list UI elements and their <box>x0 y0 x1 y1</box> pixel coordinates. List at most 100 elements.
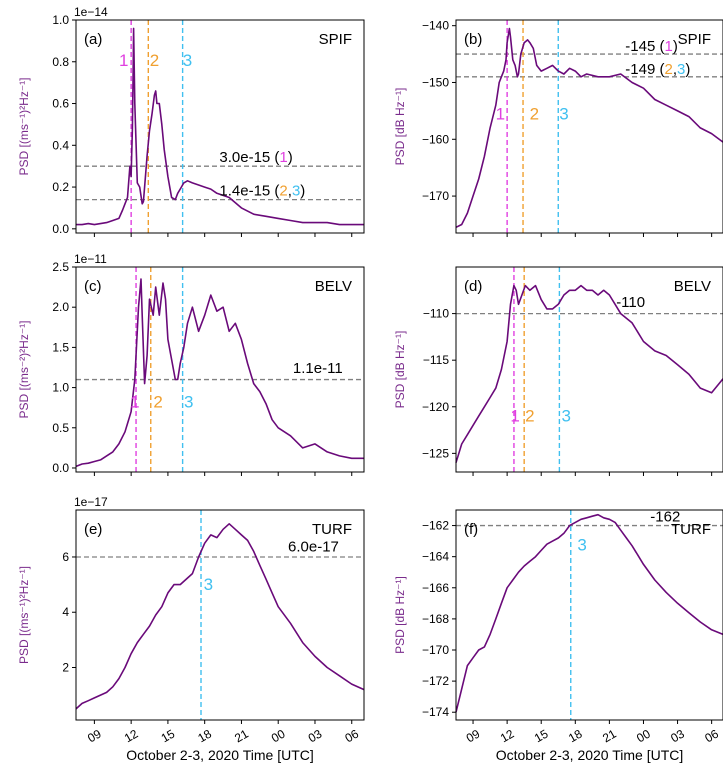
event-marker-a-0: 1 <box>119 51 128 70</box>
ytick-label-b-1: −160 <box>422 132 449 146</box>
xtick-label-f-5: 00 <box>634 726 653 745</box>
offset-text-c: 1e−11 <box>74 252 107 266</box>
series-line-c <box>75 278 364 468</box>
hline-label-a-0: 3.0e-15 (1) <box>219 149 292 166</box>
ytick-label-a-0: 0.0 <box>52 222 69 236</box>
station-label-b: SPIF <box>678 31 711 48</box>
ytick-label-d-1: −120 <box>422 400 449 414</box>
xlabel-e: October 2-3, 2020 Time [UTC] <box>126 747 314 763</box>
panel-label-c: (c) <box>84 278 102 295</box>
ylabel-d: PSD [dB Hz⁻¹] <box>393 331 407 409</box>
ytick-label-b-0: −170 <box>422 189 449 203</box>
xtick-label-f-6: 03 <box>668 726 687 745</box>
hline-label-c-0: 1.1e-11 <box>293 360 343 377</box>
axes-frame-d <box>455 266 723 473</box>
series-line-d <box>455 284 723 463</box>
axes-frame-c <box>75 266 365 473</box>
ylabel-f: PSD [dB Hz⁻¹] <box>393 576 407 654</box>
xtick-label-e-1: 12 <box>122 726 141 745</box>
series-line-e <box>75 522 365 710</box>
offset-text-e: 1e−17 <box>74 495 108 509</box>
xtick-label-f-0: 09 <box>464 726 483 745</box>
event-marker-d-0: 1 <box>510 407 519 426</box>
xtick-label-f-7: 06 <box>702 726 721 745</box>
ytick-label-a-5: 1.0 <box>52 13 69 27</box>
xtick-label-e-0: 09 <box>85 726 104 745</box>
hline-label-a-1: 1.4e-15 (2,3) <box>219 182 305 199</box>
ytick-label-d-2: −115 <box>423 353 449 367</box>
xlabel-f: October 2-3, 2020 Time [UTC] <box>496 747 684 763</box>
axes-frame-e <box>75 509 365 721</box>
station-label-c: BELV <box>315 278 352 295</box>
xtick-label-f-4: 21 <box>600 726 619 745</box>
ytick-label-e-0: 2 <box>62 661 69 675</box>
event-marker-b-1: 2 <box>530 104 539 123</box>
ytick-label-c-0: 0.0 <box>52 461 69 475</box>
hline-label-b-0: -145 (1) <box>625 38 678 55</box>
series-line-a <box>76 27 364 226</box>
xtick-label-e-6: 03 <box>306 726 325 745</box>
xtick-label-e-3: 18 <box>195 726 214 745</box>
ytick-label-a-3: 0.6 <box>52 97 69 111</box>
axes-frame-b <box>455 19 723 234</box>
panel-label-a: (a) <box>84 31 102 48</box>
station-label-f: TURF <box>671 521 711 538</box>
ytick-label-c-2: 1.0 <box>52 381 69 395</box>
panel-label-f: (f) <box>464 521 478 538</box>
xtick-label-f-2: 15 <box>532 726 551 745</box>
event-marker-e-0: 3 <box>204 575 213 594</box>
axes-frame-a <box>75 19 365 234</box>
event-marker-b-0: 1 <box>496 104 505 123</box>
ytick-label-f-2: −170 <box>422 643 449 657</box>
station-label-e: TURF <box>312 521 352 538</box>
ylabel-b: PSD [dB Hz⁻¹] <box>393 88 407 166</box>
ytick-label-f-5: −164 <box>422 550 449 564</box>
hline-label-d-0: -110 <box>616 294 645 311</box>
panel-label-b: (b) <box>464 31 482 48</box>
ytick-label-f-4: −166 <box>422 581 449 595</box>
ylabel-c: PSD [(ms⁻²)²Hz⁻¹] <box>17 321 31 419</box>
ytick-label-c-1: 0.5 <box>52 421 69 435</box>
ytick-label-e-2: 6 <box>62 550 69 564</box>
ylabel-e: PSD [(ms⁻¹)²Hz⁻¹] <box>17 566 31 664</box>
ytick-label-a-2: 0.4 <box>52 138 69 152</box>
ytick-label-f-0: −174 <box>422 705 449 719</box>
ytick-label-b-2: −150 <box>422 75 449 89</box>
hline-label-b-1: -149 (2,3) <box>625 61 690 78</box>
event-marker-d-2: 3 <box>561 407 570 426</box>
event-marker-c-0: 1 <box>130 393 139 412</box>
xtick-label-e-4: 21 <box>232 726 251 745</box>
ytick-label-b-3: −140 <box>422 19 449 33</box>
offset-text-a: 1e−14 <box>74 5 108 19</box>
axes-frame-f <box>455 509 723 721</box>
event-marker-d-1: 2 <box>525 407 534 426</box>
ytick-label-c-3: 1.5 <box>52 340 69 354</box>
xtick-label-e-7: 06 <box>342 726 361 745</box>
ytick-label-e-1: 4 <box>62 605 69 619</box>
panel-label-e: (e) <box>84 521 102 538</box>
event-marker-f-0: 3 <box>577 535 586 554</box>
ytick-label-c-4: 2.0 <box>52 300 69 314</box>
ytick-label-a-1: 0.2 <box>52 180 69 194</box>
series-line-f <box>455 513 723 713</box>
ylabel-a: PSD [(ms⁻¹)²Hz⁻¹] <box>17 78 31 176</box>
ytick-label-f-6: −162 <box>422 519 449 533</box>
panel-label-d: (d) <box>464 278 482 295</box>
xtick-label-e-5: 00 <box>269 726 288 745</box>
event-marker-a-2: 3 <box>183 51 192 70</box>
event-marker-a-1: 2 <box>150 51 159 70</box>
xtick-label-e-2: 15 <box>159 726 178 745</box>
ytick-label-d-0: −125 <box>422 446 449 460</box>
xtick-label-f-3: 18 <box>566 726 585 745</box>
ytick-label-c-5: 2.5 <box>52 260 69 274</box>
event-marker-b-2: 3 <box>559 104 568 123</box>
ytick-label-f-3: −168 <box>422 612 449 626</box>
hline-label-f-0: -162 <box>650 509 680 526</box>
ytick-label-a-4: 0.8 <box>52 55 69 69</box>
station-label-d: BELV <box>674 278 711 295</box>
hline-label-e-0: 6.0e-17 <box>288 538 339 555</box>
series-line-b <box>455 27 723 229</box>
event-marker-c-2: 3 <box>184 393 193 412</box>
xtick-label-f-1: 12 <box>498 726 517 745</box>
